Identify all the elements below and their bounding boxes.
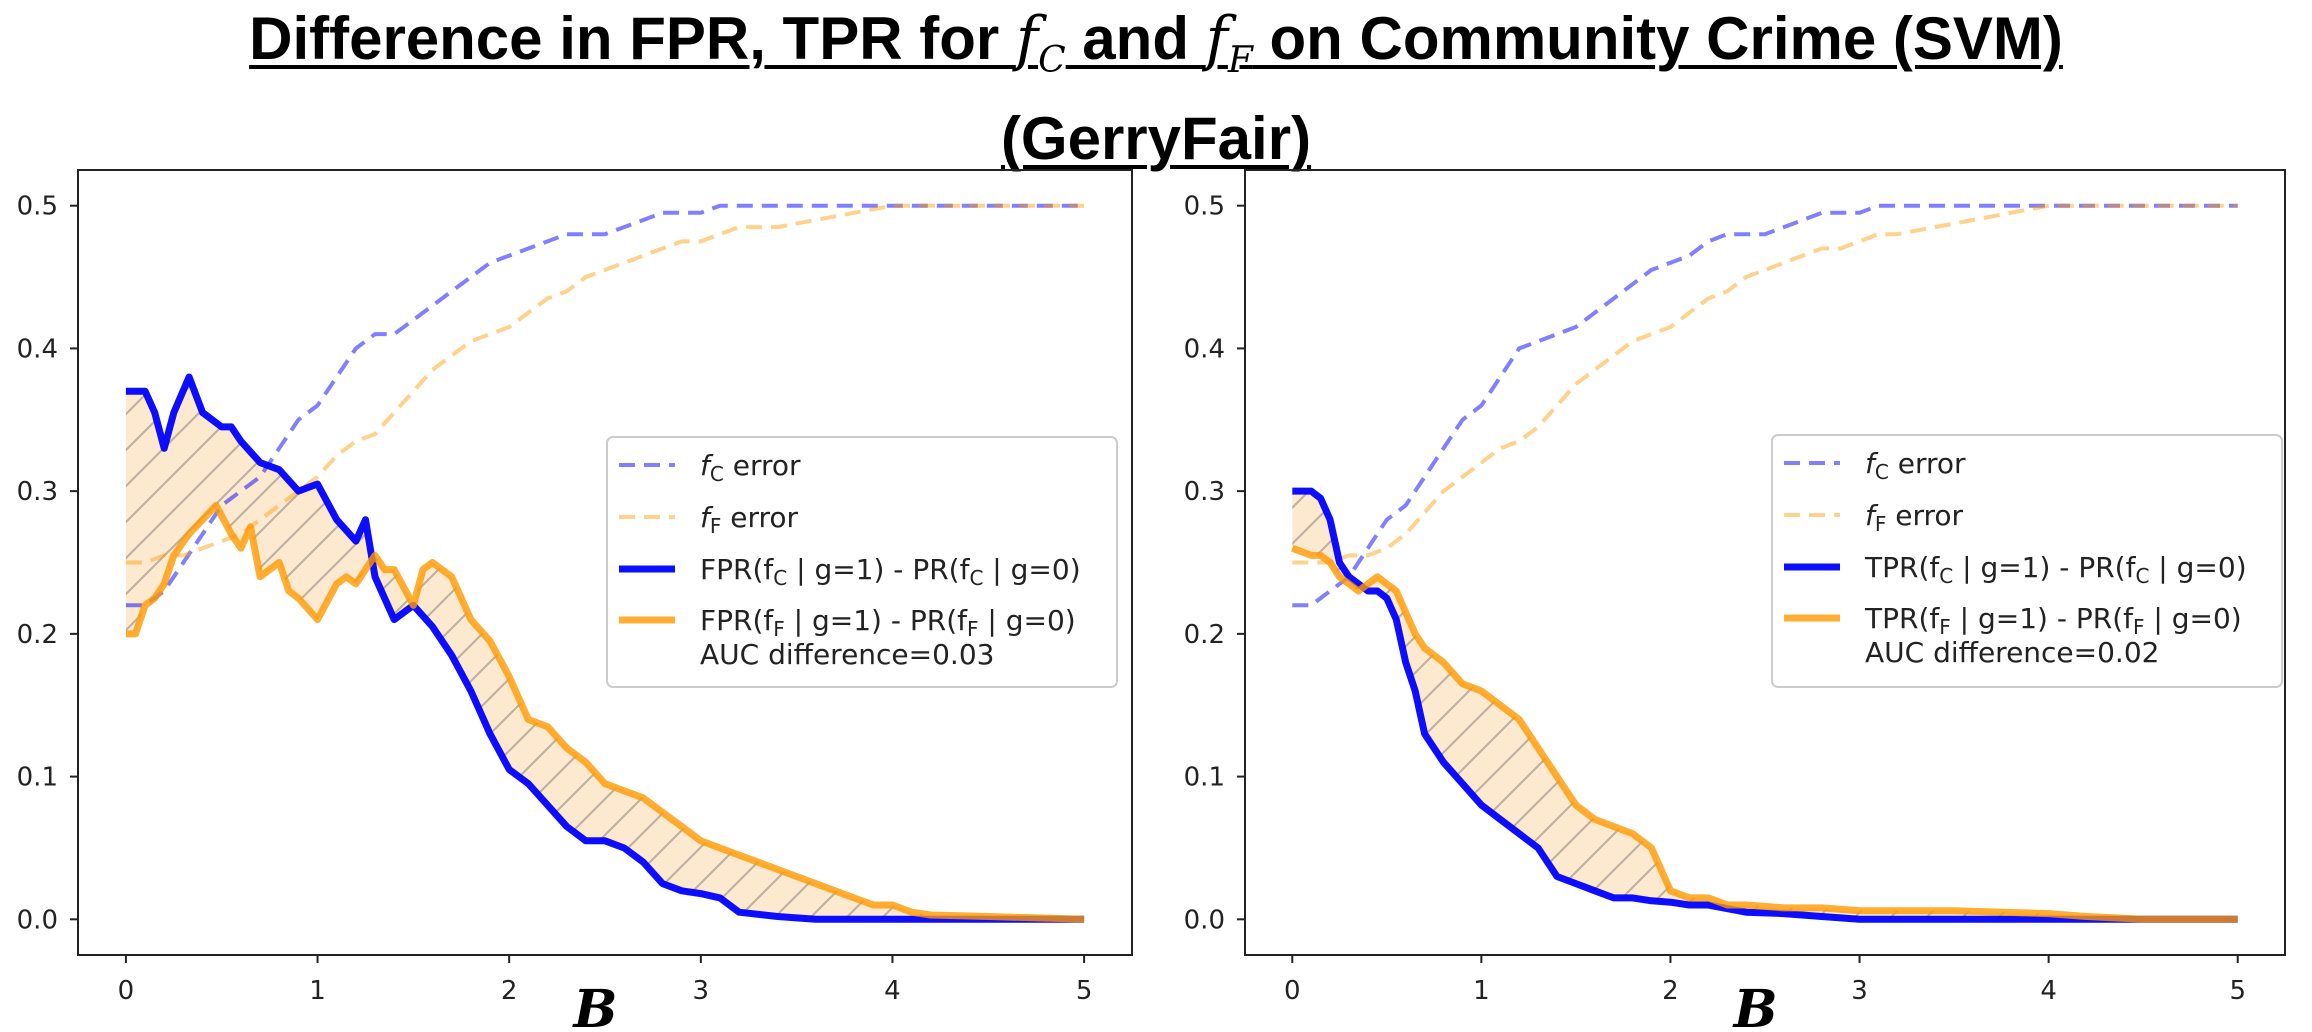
title-line-2: (GerryFair)	[1000, 105, 1312, 172]
y-tick-label: 0.3	[17, 477, 58, 507]
x-axis-label: B	[571, 979, 617, 1032]
y-tick-label: 0.0	[1184, 905, 1225, 935]
legend-auc-difference: AUC difference=0.02	[1865, 636, 2159, 669]
x-tick-label: 4	[884, 976, 901, 1006]
legend-label-fc-diff: TPR(fC | g=1) - PR(fC | g=0)	[1864, 551, 2247, 588]
x-tick-label: 2	[501, 976, 518, 1006]
x-tick-label: 0	[1284, 976, 1301, 1006]
legend-box	[1771, 434, 2283, 688]
right-panel: 0 1 2 3 4 5 0.0 0.1 0.2 0.3 0.4 0.5 BfC error fF erro…	[1184, 169, 2286, 1032]
legend-label-ff-diff: TPR(fF | g=1) - PR(fF | g=0)	[1864, 602, 2242, 639]
y-tick-label: 0.4	[17, 334, 58, 364]
legend-label-ff-diff: FPR(fF | g=1) - PR(fF | g=0)	[700, 604, 1076, 641]
x-tick-label: 5	[1076, 976, 1093, 1006]
y-tick-label: 0.0	[17, 905, 58, 935]
y-tick-label: 0.3	[1184, 477, 1225, 507]
series-line-ff-diff	[125, 501, 1085, 923]
x-tick-label: 5	[2229, 976, 2246, 1006]
legend-label-ff-error: fF error	[1865, 499, 1964, 536]
auc-difference-hatch	[1292, 491, 2238, 920]
legend-box	[606, 436, 1118, 688]
x-axis-label: B	[1732, 979, 1778, 1032]
legend-label-fc-error: fC error	[700, 449, 801, 486]
series-line-fc-error	[1292, 203, 2238, 608]
x-tick-label: 4	[2040, 976, 2057, 1006]
y-tick-label: 0.1	[17, 763, 58, 793]
y-tick-label: 0.5	[17, 192, 58, 222]
x-tick-label: 0	[118, 976, 135, 1006]
title-line-1: Difference in FPR, TPR for fC and fF on …	[249, 4, 2063, 81]
series-line-ff-diff	[1291, 544, 2238, 923]
legend-label-fc-error: fC error	[1865, 447, 1966, 484]
y-tick-label: 0.1	[1184, 763, 1225, 793]
series-line-fc-diff	[1292, 487, 2238, 923]
x-tick-label: 1	[1473, 976, 1490, 1006]
plot-frame	[77, 169, 1133, 956]
x-tick-label: 3	[693, 976, 710, 1006]
series-line-fc-error	[125, 203, 1085, 608]
y-tick-label: 0.2	[17, 620, 58, 650]
auc-difference-hatch	[125, 377, 1085, 920]
plot-frame	[1244, 169, 2286, 956]
series-line-fc-diff	[125, 373, 1085, 923]
chart-title: Difference in FPR, TPR for fC and fF on …	[0, 0, 2312, 178]
legend-label-fc-diff: FPR(fC | g=1) - PR(fC | g=0)	[700, 553, 1081, 590]
y-tick-label: 0.2	[1184, 620, 1225, 650]
legend-auc-difference: AUC difference=0.03	[700, 638, 994, 671]
y-tick-label: 0.5	[1184, 192, 1225, 222]
series-line-ff-error	[1292, 203, 2238, 565]
x-tick-label: 2	[1662, 976, 1679, 1006]
legend: fC error fF error TPR(fC | g=1) - PR(fC | …	[1771, 434, 2283, 688]
x-tick-label: 1	[309, 976, 326, 1006]
x-tick-label: 3	[1851, 976, 1868, 1006]
y-tick-label: 0.4	[1184, 334, 1225, 364]
